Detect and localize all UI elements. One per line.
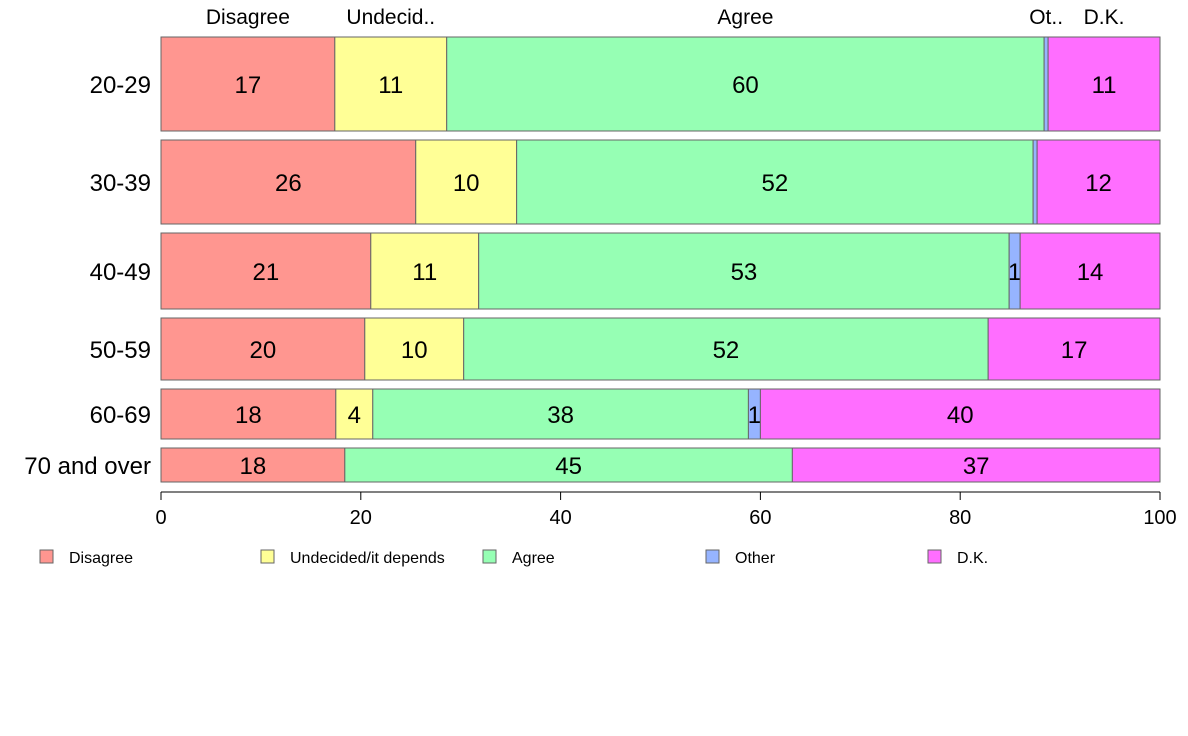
x-tick-label-60: 60 <box>749 507 771 529</box>
bar-60-69-undecided-it-depends <box>335 388 374 440</box>
data-label-30-39-disagree: 26 <box>275 170 302 197</box>
x-tick-label-100: 100 <box>1143 507 1176 529</box>
bar-20-29-other <box>1043 36 1049 132</box>
legend-label-undecided-it-depends: Undecided/it depends <box>290 550 445 567</box>
bar-30-39-other <box>1032 139 1038 225</box>
data-label-60-69-disagree: 18 <box>235 402 262 429</box>
bar-40-49-d-k <box>1019 232 1161 310</box>
bar-70-and-over-agree <box>344 447 793 483</box>
legend: Disagree Undecided/it depends Agree Other D.… <box>39 549 988 567</box>
bar-50-59-undecided-it-depends <box>364 317 465 381</box>
data-label-50-59-undecided-it-depends: 10 <box>401 337 428 364</box>
bar-60-69-d-k <box>759 388 1161 440</box>
legend-label-other: Other <box>735 550 776 567</box>
x-tick-label-0: 0 <box>155 507 166 529</box>
top-label-disagree: Disagree <box>206 6 290 29</box>
bar-30-39-undecided-it-depends <box>415 139 518 225</box>
top-label-d-k: D.K. <box>1084 6 1125 29</box>
bar-30-39-agree <box>516 139 1034 225</box>
data-label-50-59-disagree: 20 <box>250 337 277 364</box>
y-tick-label-20-29: 20-29 <box>90 72 151 99</box>
data-label-50-59-d-k: 17 <box>1061 337 1088 364</box>
data-label-30-39-undecided-it-depends: 10 <box>453 170 480 197</box>
data-label-30-39-d-k: 12 <box>1085 170 1112 197</box>
data-label-40-49-other: 1 <box>1008 259 1021 286</box>
data-label-40-49-undecided-it-depends: 11 <box>412 259 437 286</box>
y-tick-label-30-39: 30-39 <box>90 170 151 197</box>
legend-swatch-d-k <box>927 549 942 564</box>
data-label-50-59-agree: 52 <box>713 337 740 364</box>
bar-30-39-disagree <box>160 139 417 225</box>
data-label-60-69-undecided-it-depends: 4 <box>348 402 361 429</box>
x-tick-label-80: 80 <box>949 507 971 529</box>
y-tick-label-60-69: 60-69 <box>90 402 151 429</box>
y-tick-label-50-59: 50-59 <box>90 337 151 364</box>
x-tick-label-20: 20 <box>350 507 372 529</box>
data-label-20-29-d-k: 11 <box>1092 72 1117 99</box>
data-label-30-39-agree: 52 <box>762 170 789 197</box>
top-label-agree: Agree <box>717 6 773 29</box>
legend-swatch-other <box>705 549 720 564</box>
data-label-60-69-d-k: 40 <box>947 402 974 429</box>
data-label-20-29-undecided-it-depends: 11 <box>378 72 403 99</box>
top-label-undecid: Undecid.. <box>346 6 435 29</box>
legend-swatch-agree <box>482 549 497 564</box>
bar-40-49-undecided-it-depends <box>370 232 480 310</box>
legend-label-agree: Agree <box>512 550 555 567</box>
data-label-70-and-over-agree: 45 <box>555 453 582 480</box>
bar-40-49-disagree <box>160 232 372 310</box>
bar-30-39-d-k <box>1036 139 1161 225</box>
top-category-labels: Disagree Undecid.. Agree Ot.. D.K. <box>206 6 1125 29</box>
data-label-60-69-other: 1 <box>748 402 761 429</box>
data-label-40-49-disagree: 21 <box>253 259 280 286</box>
bar-60-69-agree <box>372 388 749 440</box>
data-label-20-29-agree: 60 <box>732 72 759 99</box>
bars-group: 17 11 60 11 26 10 52 12 21 11 53 1 14 20 10 52 17 18 4 38 1 4… <box>160 36 1161 483</box>
bar-50-59-d-k <box>987 317 1161 381</box>
x-tick-label-40: 40 <box>549 507 571 529</box>
data-label-40-49-agree: 53 <box>731 259 758 286</box>
data-label-20-29-disagree: 17 <box>235 72 262 99</box>
x-axis: 0 20 40 60 80 100 <box>155 491 1177 529</box>
legend-swatch-disagree <box>39 549 54 564</box>
top-label-ot: Ot.. <box>1029 6 1063 29</box>
bar-70-and-over-d-k <box>791 447 1161 483</box>
y-tick-label-40-49: 40-49 <box>90 259 151 286</box>
y-tick-label-70-and-over: 70 and over <box>24 453 151 480</box>
bar-50-59-disagree <box>160 317 366 381</box>
bar-20-29-agree <box>446 36 1045 132</box>
bar-20-29-disagree <box>160 36 336 132</box>
legend-swatch-undecided-it-depends <box>260 549 275 564</box>
y-axis: 20-29 30-39 40-49 50-59 60-69 70 and over <box>24 72 151 480</box>
bar-20-29-d-k <box>1047 36 1161 132</box>
data-label-70-and-over-d-k: 37 <box>963 453 990 480</box>
data-label-40-49-d-k: 14 <box>1077 259 1104 286</box>
data-label-70-and-over-disagree: 18 <box>240 453 267 480</box>
legend-label-d-k: D.K. <box>957 550 988 567</box>
legend-label-disagree: Disagree <box>69 550 133 567</box>
bar-50-59-agree <box>463 317 989 381</box>
bar-20-29-undecided-it-depends <box>334 36 448 132</box>
data-label-60-69-agree: 38 <box>547 402 574 429</box>
